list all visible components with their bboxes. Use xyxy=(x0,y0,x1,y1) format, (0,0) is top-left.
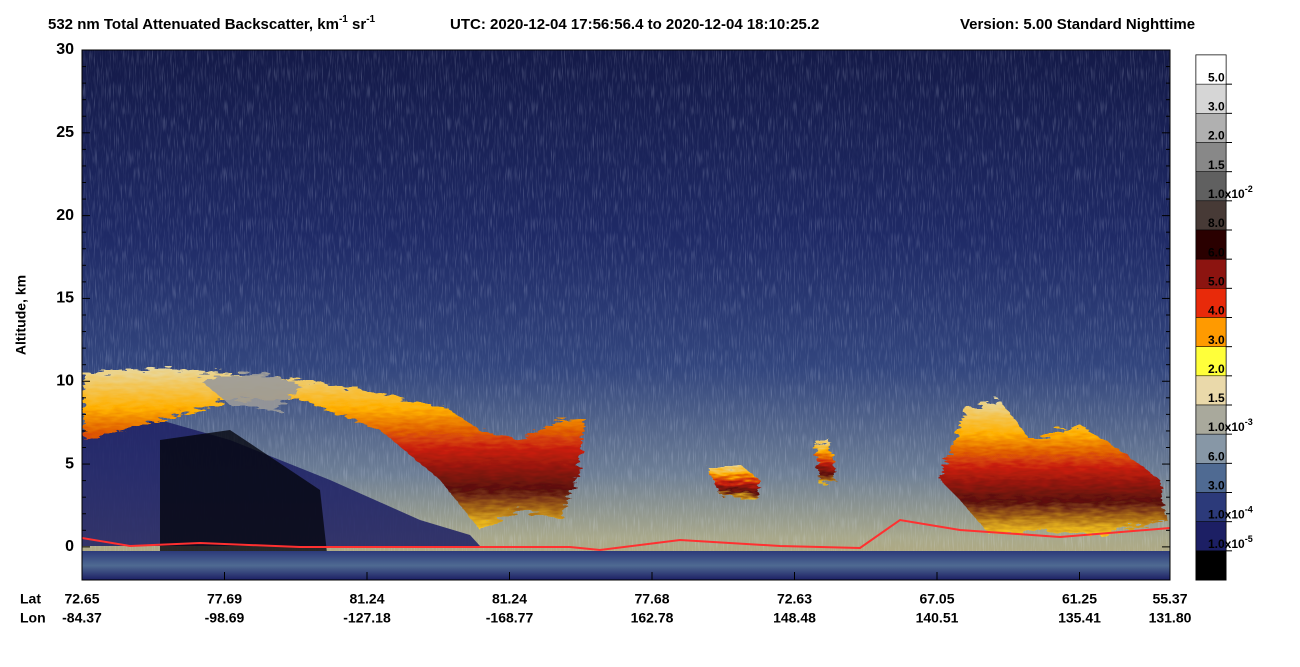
colorbar-swatch xyxy=(1195,550,1227,581)
y-tick-label: 20 xyxy=(56,207,74,224)
backscatter-image xyxy=(82,50,1170,580)
colorbar-swatch xyxy=(1195,200,1227,231)
x-tick-label: 148.48 xyxy=(773,610,816,626)
x-tick-label: 67.05 xyxy=(919,591,954,607)
colorbar-label: 6.0 xyxy=(1208,245,1225,259)
colorbar-exponent: -5 xyxy=(1245,534,1253,544)
x-tick-label: 77.68 xyxy=(634,591,669,607)
surface-line xyxy=(82,518,1170,552)
x-tick-label: 131.80 xyxy=(1149,610,1192,626)
title-version: Version: 5.00 Standard Nighttime xyxy=(960,16,1195,33)
chart-title: 532 nm Total Attenuated Backscatter, km-… xyxy=(48,14,1195,33)
y-tick-label: 25 xyxy=(56,124,74,141)
colorbar-label: 1.0x10-3 xyxy=(1208,418,1253,435)
colorbar-label: 1.5 xyxy=(1208,158,1225,172)
x-tick-label: -168.77 xyxy=(486,610,534,626)
title-power: -1 xyxy=(339,14,348,25)
colorbar-swatch xyxy=(1195,258,1227,289)
colorbar-label: 5.0 xyxy=(1208,275,1225,289)
colorbar-swatch xyxy=(1195,404,1227,435)
colorbar-label: 1.0x10-5 xyxy=(1208,534,1253,551)
x-tick-label: 135.41 xyxy=(1058,610,1101,626)
colorbar-label: 5.0 xyxy=(1208,70,1225,84)
x-tick-label: -98.69 xyxy=(205,610,245,626)
colorbar-label: 4.0 xyxy=(1208,304,1225,318)
colorbar-label: 3.0 xyxy=(1208,333,1225,347)
x-tick-label: -127.18 xyxy=(343,610,391,626)
y-tick-label: 5 xyxy=(65,455,74,472)
colorbar-swatch xyxy=(1195,142,1227,172)
clouds xyxy=(84,368,1165,535)
x-tick-label: 61.25 xyxy=(1062,591,1097,607)
colorbar-swatch xyxy=(1195,463,1227,493)
title-power: -1 xyxy=(366,14,375,25)
colorbar-exponent: -3 xyxy=(1245,418,1253,428)
colorbar-label: 1.0x10-4 xyxy=(1208,505,1253,522)
x-row-label: Lat xyxy=(20,591,41,607)
colorbar-swatch xyxy=(1195,83,1227,114)
colorbar-swatch xyxy=(1195,317,1227,347)
y-tick-label: 30 xyxy=(56,41,74,58)
title-utc: UTC: 2020-12-04 17:56:56.4 to 2020-12-04… xyxy=(450,16,819,33)
colorbar-label: 3.0 xyxy=(1208,479,1225,493)
surface xyxy=(82,551,1170,580)
x-tick-label: 55.37 xyxy=(1152,591,1187,607)
colorbar-swatch xyxy=(1195,229,1227,260)
colorbar-mantissa: 1.0x10 xyxy=(1208,187,1245,201)
x-tick-label: 81.24 xyxy=(492,591,527,607)
colorbar-swatch xyxy=(1195,492,1227,522)
colorbar-mantissa: 1.0x10 xyxy=(1208,508,1245,522)
x-tick-label: 162.78 xyxy=(631,610,674,626)
colorbar-mantissa: 1.0x10 xyxy=(1208,537,1245,551)
title-quantity: 532 nm Total Attenuated Backscatter, km xyxy=(48,16,339,33)
colorbar-label: 2.0 xyxy=(1208,129,1225,143)
colorbar-label: 3.0 xyxy=(1208,100,1225,114)
x-tick-label: -84.37 xyxy=(62,610,102,626)
x-tick-label: 140.51 xyxy=(916,610,959,626)
colorbar-swatch xyxy=(1195,521,1227,552)
y-tick-label: 0 xyxy=(65,538,74,555)
colorbar-label: 8.0 xyxy=(1208,216,1225,230)
x-tick-label: 81.24 xyxy=(349,591,384,607)
y-tick-label: 10 xyxy=(56,372,74,389)
title-unit: sr xyxy=(348,16,367,33)
x-tick-label: 72.65 xyxy=(64,591,99,607)
colorbar-swatch xyxy=(1195,54,1227,85)
x-tick-label: 72.63 xyxy=(777,591,812,607)
colorbar-swatch xyxy=(1195,433,1227,464)
colorbar-exponent: -4 xyxy=(1245,505,1253,515)
colorbar-mantissa: 1.0x10 xyxy=(1208,420,1245,434)
y-tick-label: 15 xyxy=(56,290,74,307)
y-axis-label: Altitude, km xyxy=(13,275,29,355)
x-tick-label: 77.69 xyxy=(207,591,242,607)
colorbar-label: 2.0 xyxy=(1208,362,1225,376)
colorbar-exponent: -2 xyxy=(1245,184,1253,194)
colorbar-label: 1.5 xyxy=(1208,391,1225,405)
colorbar-label: 6.0 xyxy=(1208,450,1225,464)
colorbar-label: 1.0x10-2 xyxy=(1208,184,1253,201)
x-row-label: Lon xyxy=(20,610,46,626)
